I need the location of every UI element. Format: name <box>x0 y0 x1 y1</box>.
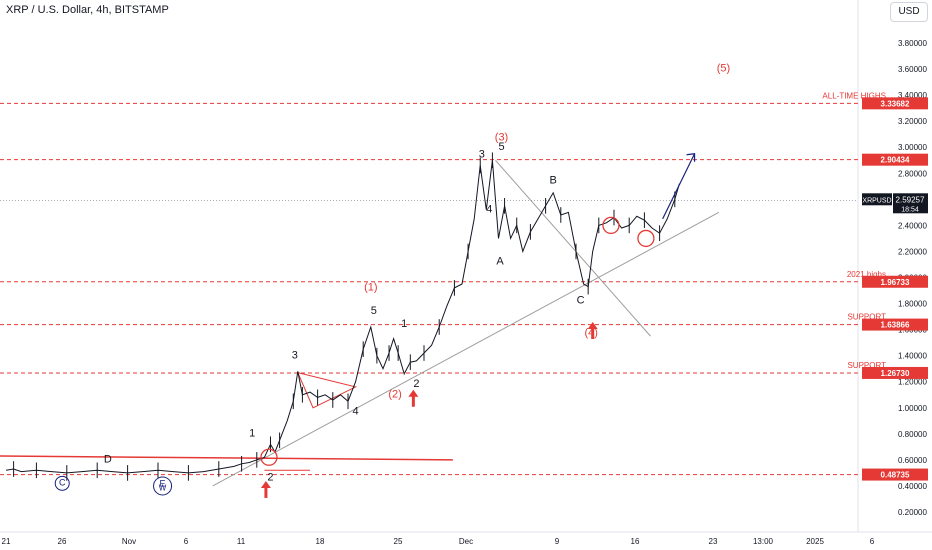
circle-marker <box>54 475 70 491</box>
x-tick-label: 6 <box>184 537 189 546</box>
wave-label: 5 <box>371 305 377 317</box>
highlight-circle <box>637 229 655 248</box>
wave-label: 1 <box>249 427 255 439</box>
level-tag: 1.26730 <box>881 369 910 378</box>
wave-label: 1 <box>401 318 407 330</box>
circle-letter: W <box>159 484 167 493</box>
y-tick-label: 3.20000 <box>898 117 927 126</box>
level-tag: 1.63866 <box>881 321 910 330</box>
x-tick-label: 26 <box>58 537 67 546</box>
level-tag-box <box>862 97 928 110</box>
x-tick-label: 18 <box>316 537 325 546</box>
level-label: ALL-TIME HIGHS <box>822 91 886 100</box>
y-tick-label: 3.40000 <box>898 91 927 100</box>
y-tick-label: 3.60000 <box>898 65 927 74</box>
neckline <box>0 455 453 461</box>
y-tick-label: 1.40000 <box>898 352 927 361</box>
y-tick-label: 0.60000 <box>898 456 927 465</box>
y-tick-label: 2.40000 <box>898 221 927 230</box>
level-tag: 3.33682 <box>881 99 910 108</box>
wave-label: 5 <box>498 141 504 153</box>
symbol-tag: XRPUSD <box>862 197 891 204</box>
circle-letter: C <box>59 477 66 487</box>
x-tick-label: 25 <box>394 537 403 546</box>
level-label: SUPPORT <box>847 313 886 322</box>
price-series <box>5 160 680 474</box>
support-arrow-head <box>587 322 598 330</box>
y-tick-label: 3.80000 <box>898 39 927 48</box>
wave-label: C <box>577 295 585 307</box>
wave-label: 3 <box>292 349 298 361</box>
y-tick-label: 3.00000 <box>898 143 927 152</box>
wave-label: (1) <box>364 282 377 294</box>
level-tag-box <box>862 275 928 288</box>
circle-marker <box>153 476 173 496</box>
level-label: 2021 highs <box>847 270 886 279</box>
level-tag-box <box>862 318 928 331</box>
level-tag: 0.48735 <box>881 471 910 480</box>
level-label: SUPPORT <box>847 361 886 370</box>
wave-label: 4 <box>353 405 359 417</box>
y-tick-label: 2.20000 <box>898 247 927 256</box>
wave-label: 3 <box>479 149 485 161</box>
y-tick-label: 1.80000 <box>898 300 927 309</box>
y-tick-label: 1.20000 <box>898 378 927 387</box>
channel-upper-line <box>495 159 651 337</box>
wave-label: 2 <box>267 472 273 484</box>
y-tick-label: 0.20000 <box>898 508 927 517</box>
price-tag: 2.59257 <box>896 195 925 204</box>
y-tick-label: 1.00000 <box>898 404 927 413</box>
support-trendline <box>212 211 720 487</box>
y-tick-label: 0.40000 <box>898 482 927 491</box>
wave-label: (4) <box>584 327 597 339</box>
x-tick-label: Nov <box>122 537 136 546</box>
support-arrow-head <box>408 389 419 397</box>
y-tick-label: 0.80000 <box>898 430 927 439</box>
wave-label: (5) <box>717 63 730 75</box>
level-tag-box <box>862 153 928 166</box>
wave-label: D <box>104 453 112 465</box>
chart-title: XRP / U.S. Dollar, 4h, BITSTAMP <box>6 4 169 16</box>
price-tag-box <box>893 193 928 214</box>
circle-letter: E <box>160 479 166 489</box>
x-tick-label: 16 <box>631 537 640 546</box>
x-tick-label: Dec <box>459 537 473 546</box>
wave-label: A <box>496 255 504 267</box>
y-tick-label: 2.80000 <box>898 169 927 178</box>
currency-button[interactable]: USD <box>890 2 928 22</box>
symbol-tag-box <box>862 193 892 206</box>
support-arrow-head <box>260 480 271 488</box>
x-tick-label: 6 <box>870 537 875 546</box>
level-tag-box <box>862 366 928 379</box>
projection-arrow <box>662 153 696 220</box>
wave-label: (3) <box>495 132 508 144</box>
level-tag-box <box>862 468 928 481</box>
countdown-tag: 18:54 <box>901 206 919 213</box>
highlight-circle <box>260 448 278 466</box>
x-tick-label: 9 <box>555 537 560 546</box>
triangle-pattern <box>296 371 358 409</box>
wave-label: 2 <box>413 378 419 390</box>
wave-label: (2) <box>388 388 401 400</box>
arrow-head <box>686 153 696 162</box>
x-tick-label: 11 <box>237 537 246 546</box>
wave-label: B <box>550 175 557 187</box>
x-tick-label: 2025 <box>806 537 824 546</box>
x-tick-label: 13:00 <box>753 537 774 546</box>
highlight-circle <box>602 216 620 235</box>
wave-label: 4 <box>486 203 492 215</box>
x-tick-label: 23 <box>709 537 718 546</box>
x-tick-label: 21 <box>2 537 11 546</box>
level-tag: 1.96733 <box>881 278 910 287</box>
level-tag: 2.90434 <box>881 156 910 165</box>
